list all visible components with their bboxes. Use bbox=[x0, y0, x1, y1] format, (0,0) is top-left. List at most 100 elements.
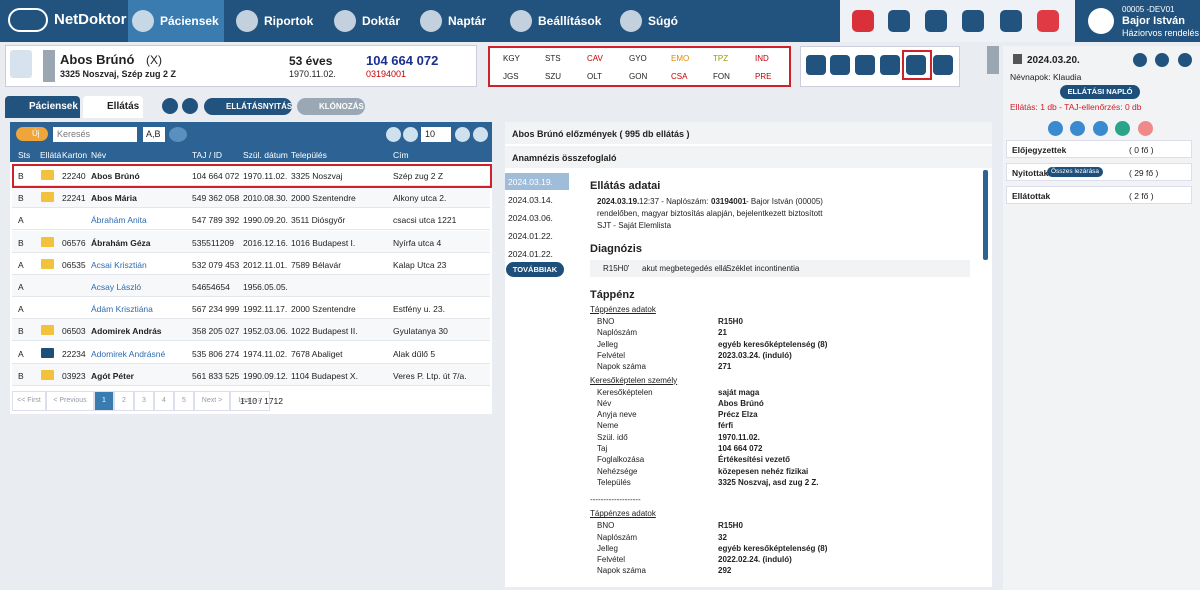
code-tag[interactable]: PRE bbox=[755, 72, 772, 81]
table-row[interactable] bbox=[12, 342, 490, 364]
sidebar-group[interactable]: Nyitottak Összes lezárása ( 29 fő ) bbox=[1006, 163, 1192, 181]
zoom-button[interactable] bbox=[386, 127, 401, 142]
field-label: Naplószám bbox=[597, 328, 638, 338]
field-label: Felvétel bbox=[597, 555, 626, 565]
toolbar-icon[interactable] bbox=[925, 10, 947, 32]
page-button[interactable]: 3 bbox=[134, 391, 154, 411]
action-button[interactable] bbox=[830, 55, 850, 75]
nav-prev[interactable] bbox=[162, 98, 178, 114]
history-date[interactable]: 2024.01.22. bbox=[508, 231, 553, 241]
anamnesis[interactable]: Anamnézis összefoglaló bbox=[505, 146, 992, 168]
filter-toggle[interactable] bbox=[169, 127, 187, 142]
search-box[interactable]: Keresés bbox=[53, 127, 137, 142]
history-date[interactable]: 2024.03.06. bbox=[508, 213, 553, 223]
table-row[interactable] bbox=[12, 230, 490, 253]
code-tag[interactable]: GYO bbox=[629, 54, 647, 63]
patient-avatar bbox=[10, 50, 32, 78]
more-button[interactable]: TOVÁBBIAK bbox=[506, 262, 564, 277]
code-tag[interactable]: IND bbox=[755, 54, 769, 63]
action-pill[interactable]: ELLÁTÁSNYITÁS bbox=[204, 98, 292, 115]
field-label: Anyja neve bbox=[597, 410, 637, 420]
history-date[interactable]: 2024.01.22. bbox=[508, 249, 553, 259]
toolbar-icon[interactable] bbox=[962, 10, 984, 32]
code-tag[interactable]: EMO bbox=[671, 54, 690, 63]
code-tag[interactable]: TPZ bbox=[713, 54, 729, 63]
cell-name: Acsay László bbox=[91, 282, 142, 292]
tool-button[interactable] bbox=[455, 127, 470, 142]
sidebar-group[interactable]: Ellátottak ( 2 fő ) bbox=[1006, 186, 1192, 204]
nav-item[interactable]: Súgó bbox=[616, 0, 686, 42]
code-tag[interactable]: OLT bbox=[587, 72, 602, 81]
diagnosis-text: Széklet incontinentia bbox=[726, 264, 800, 273]
nav-item[interactable]: Beállítások bbox=[506, 0, 608, 42]
history-date[interactable]: 2024.03.14. bbox=[508, 195, 553, 205]
toolbar-icon[interactable] bbox=[1000, 10, 1022, 32]
toolbar-icon[interactable] bbox=[888, 10, 910, 32]
sidebar-button[interactable] bbox=[1178, 53, 1192, 67]
nav-item[interactable]: Riportok bbox=[232, 0, 322, 42]
user-code: 00005 -DEV01 bbox=[1122, 5, 1175, 14]
zoom-button[interactable] bbox=[403, 127, 418, 142]
page-button[interactable]: 4 bbox=[154, 391, 174, 411]
call-button[interactable] bbox=[1138, 121, 1153, 136]
call-button[interactable] bbox=[1048, 121, 1063, 136]
code-tag[interactable]: CSA bbox=[671, 72, 688, 81]
log-button[interactable]: ELLÁTÁSI NAPLÓ bbox=[1060, 85, 1140, 99]
field-label: Település bbox=[597, 477, 631, 487]
code-tag[interactable]: KGY bbox=[503, 54, 520, 63]
page-button[interactable]: Next > bbox=[194, 391, 230, 411]
action-button[interactable] bbox=[880, 55, 900, 75]
filter-box[interactable]: A,B bbox=[143, 127, 165, 142]
cell-born: 2010.08.30. bbox=[243, 193, 288, 204]
code-tag[interactable]: JGS bbox=[503, 72, 519, 81]
nav-item[interactable]: Páciensek bbox=[128, 0, 224, 42]
table-row[interactable] bbox=[12, 253, 490, 275]
code-tag[interactable]: SZU bbox=[545, 72, 561, 81]
code-tag[interactable]: STS bbox=[545, 54, 561, 63]
code-tag[interactable]: FON bbox=[713, 72, 730, 81]
call-button[interactable] bbox=[1093, 121, 1108, 136]
page-button[interactable]: 5 bbox=[174, 391, 194, 411]
sidebar-group[interactable]: Előjegyzettek ( 0 fő ) bbox=[1006, 140, 1192, 158]
table-row[interactable] bbox=[12, 275, 490, 297]
page-button[interactable]: 1 bbox=[94, 391, 114, 411]
new-button[interactable]: Új bbox=[16, 127, 48, 141]
action-button[interactable] bbox=[806, 55, 826, 75]
nav-item[interactable]: Doktár bbox=[330, 0, 408, 42]
cell-address: csacsi utca 1221 bbox=[393, 215, 457, 226]
history-title[interactable]: Abos Brúnó előzmények ( 995 db ellátás ) bbox=[505, 122, 992, 144]
action-button[interactable] bbox=[906, 55, 926, 75]
tab[interactable]: Ellátás bbox=[83, 96, 143, 118]
call-button[interactable] bbox=[1115, 121, 1130, 136]
sidebar-button[interactable] bbox=[1133, 53, 1147, 67]
table-row[interactable] bbox=[12, 363, 490, 386]
page-button[interactable]: << First bbox=[12, 391, 46, 411]
field-label: Nehézsége bbox=[597, 466, 638, 476]
action-button[interactable] bbox=[933, 55, 953, 75]
group-badge[interactable]: Összes lezárása bbox=[1047, 167, 1104, 177]
page-button[interactable]: < Previous bbox=[46, 391, 94, 411]
table-row[interactable] bbox=[12, 319, 490, 342]
call-button[interactable] bbox=[1070, 121, 1085, 136]
table-row[interactable] bbox=[12, 297, 490, 320]
table-row[interactable] bbox=[12, 186, 490, 209]
action-pill[interactable]: KLÓNOZÁS bbox=[297, 98, 365, 115]
nav-next[interactable] bbox=[182, 98, 198, 114]
table-row[interactable] bbox=[12, 164, 490, 186]
toolbar-icon[interactable] bbox=[852, 10, 874, 32]
code-tag[interactable]: GON bbox=[629, 72, 648, 81]
code-tag[interactable]: CAV bbox=[587, 54, 603, 63]
sidebar-button[interactable] bbox=[1155, 53, 1169, 67]
history-date[interactable]: 2024.03.19. bbox=[505, 173, 569, 190]
tool-button[interactable] bbox=[473, 127, 488, 142]
page-button[interactable]: 2 bbox=[114, 391, 134, 411]
cell-city: 2000 Szentendre bbox=[291, 193, 356, 204]
tab[interactable]: Páciensek bbox=[5, 96, 80, 118]
cell-address: Kalap Utca 23 bbox=[393, 259, 447, 270]
table-row[interactable] bbox=[12, 208, 490, 231]
toolbar-icon[interactable] bbox=[1037, 10, 1059, 32]
action-button[interactable] bbox=[855, 55, 875, 75]
page-button[interactable]: Last >> bbox=[230, 391, 270, 411]
page-size[interactable]: 10 bbox=[421, 127, 451, 142]
nav-item[interactable]: Naptár bbox=[416, 0, 498, 42]
